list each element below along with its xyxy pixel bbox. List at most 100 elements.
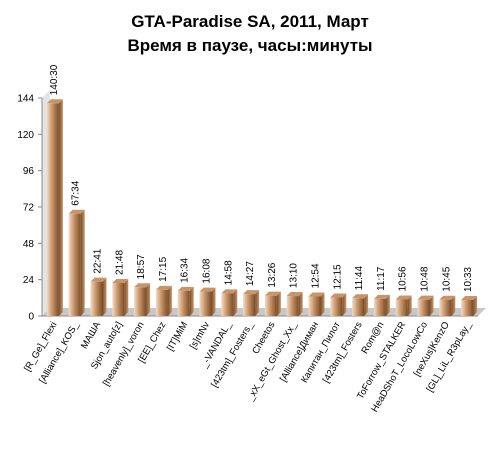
bar [308, 292, 325, 316]
data-label: 13:10 [289, 263, 300, 288]
bar [90, 277, 107, 316]
data-label: 13:26 [267, 262, 278, 287]
bar-top [395, 295, 412, 300]
bar-front [417, 299, 430, 316]
y-tick-label: 24 [23, 275, 35, 286]
bar-side [189, 286, 194, 316]
bar-front [264, 295, 277, 316]
bar [199, 287, 216, 316]
bar-front [90, 281, 103, 316]
y-tick-label: 96 [23, 166, 35, 177]
bar-top [264, 291, 281, 296]
bar-side [102, 277, 107, 316]
bar-front [221, 293, 234, 316]
bar [46, 99, 63, 316]
bar-side [255, 290, 260, 316]
bar-side [167, 285, 172, 316]
bar [352, 294, 369, 316]
data-label: 14:27 [245, 261, 256, 286]
bar-top [439, 295, 456, 300]
data-label: 18:57 [136, 254, 147, 279]
bar-side [473, 296, 478, 316]
data-label: 10:33 [463, 267, 474, 292]
bar-side [451, 295, 456, 316]
bar-front [352, 298, 365, 316]
bar-side [385, 294, 390, 316]
bar-top [134, 283, 151, 288]
data-label: 140:30 [49, 64, 60, 95]
bar-side [233, 289, 238, 316]
bar-front [308, 296, 321, 316]
data-label: 21:48 [114, 250, 125, 275]
bar [221, 289, 238, 316]
bar-side [298, 292, 303, 316]
bar-side [58, 99, 63, 316]
bar-front [243, 294, 256, 316]
data-label: 22:41 [93, 248, 104, 273]
bar [286, 292, 303, 316]
chart-subtitle: Время в паузе, часы:минуты [127, 36, 373, 55]
data-label: 14:58 [223, 260, 234, 285]
bar-front [68, 213, 81, 316]
bar [243, 290, 260, 316]
bar [461, 296, 478, 316]
data-label: 17:15 [158, 256, 169, 281]
bar-side [429, 295, 434, 316]
bar-side [80, 209, 85, 316]
bar-top [286, 292, 303, 297]
bar-side [146, 283, 151, 316]
bar-front [199, 291, 212, 316]
data-label: 16:34 [180, 257, 191, 282]
bar-front [155, 289, 168, 316]
bar [134, 283, 151, 316]
data-label: 16:08 [202, 258, 213, 283]
bar [155, 285, 172, 316]
bar-side [320, 292, 325, 316]
bar-side [211, 287, 216, 316]
data-label: 11:17 [376, 266, 387, 291]
data-label: 10:45 [441, 266, 452, 291]
data-label: 10:48 [420, 266, 431, 291]
data-label: 11:44 [354, 266, 365, 291]
bar-side [276, 291, 281, 316]
chart-title: GTA-Paradise SA, 2011, Март [131, 12, 369, 31]
bar-top [90, 277, 107, 282]
bar [373, 294, 390, 316]
bar-side [407, 295, 412, 316]
bar [395, 295, 412, 316]
bar-top [68, 209, 85, 214]
data-label: 67:34 [71, 180, 82, 205]
bar [439, 295, 456, 316]
bar-front [439, 299, 452, 316]
bar-front [461, 300, 474, 316]
data-label: 12:54 [311, 263, 322, 288]
bar [330, 293, 347, 316]
bar-top [46, 99, 63, 104]
bar-side [364, 294, 369, 316]
y-tick-label: 120 [17, 130, 34, 141]
bar-top [112, 278, 129, 283]
bar-front [134, 287, 147, 316]
bar-front [177, 290, 190, 316]
bar-top [155, 285, 172, 290]
data-label: 10:56 [398, 266, 409, 291]
bar-top [308, 292, 325, 297]
bar-top [352, 294, 369, 299]
bar-top [221, 289, 238, 294]
bar-front [112, 282, 125, 316]
y-tick-label: 0 [28, 312, 34, 323]
bar [177, 286, 194, 316]
bar-top [461, 296, 478, 301]
bar-side [342, 293, 347, 316]
bar-top [243, 290, 260, 295]
x-tick-label: [IT]MiM [165, 320, 190, 353]
bar [264, 291, 281, 316]
bar [68, 209, 85, 316]
bar-top [330, 293, 347, 298]
bar-top [177, 286, 194, 291]
bar-front [286, 296, 299, 316]
bar-front [395, 299, 408, 316]
data-label: 12:15 [332, 264, 343, 289]
